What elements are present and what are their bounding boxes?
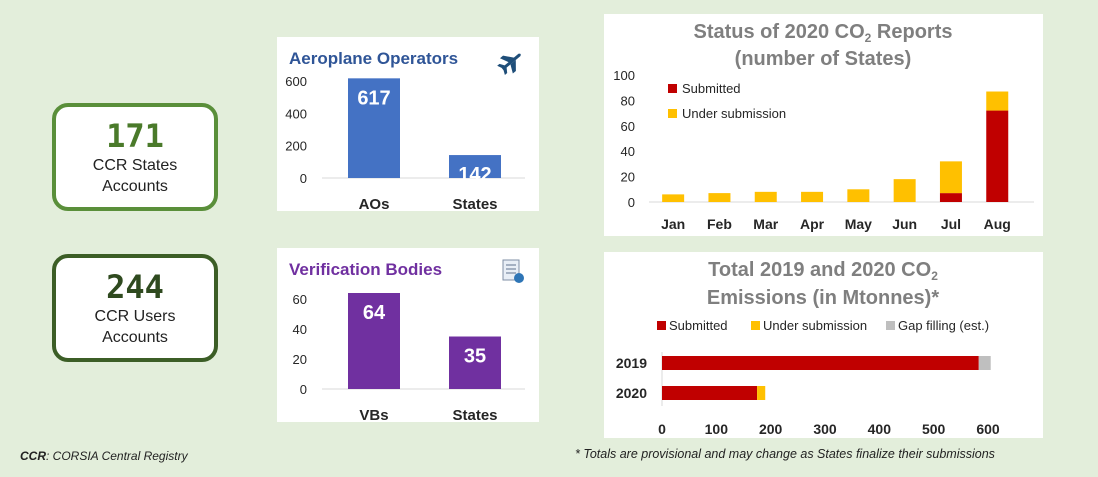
y-tick-label: 100 — [613, 68, 635, 83]
total-emissions-chart: Total 2019 and 2020 CO2 Emissions (in Mto… — [616, 259, 1000, 437]
certificate-icon — [502, 259, 524, 283]
x-tick-label: May — [845, 216, 872, 232]
legend-label: Under submission — [763, 318, 867, 333]
x-tick-label: Jun — [892, 216, 917, 232]
y-tick-label: 0 — [628, 195, 635, 210]
bar-segment — [757, 386, 766, 400]
chart-title: Verification Bodies — [289, 260, 442, 279]
x-tick-label: Aug — [984, 216, 1011, 232]
y-tick-label: 400 — [285, 106, 307, 121]
x-tick-label: States — [452, 196, 497, 211]
legend-label: Under submission — [682, 106, 786, 121]
legend-swatch — [668, 84, 677, 93]
y-tick-label: 0 — [300, 171, 307, 186]
bar-segment — [986, 110, 1009, 202]
bar — [348, 293, 400, 389]
y-tick-label: 80 — [621, 93, 635, 108]
total-emissions-panel: Total 2019 and 2020 CO2 Emissions (in Mto… — [604, 252, 1043, 438]
aeroplane-operators-chart: Aeroplane Operators 0 200 400 600 617 AOs 142 St… — [285, 49, 525, 211]
bar-segment — [801, 191, 824, 202]
aeroplane-operators-panel: Aeroplane Operators 0 200 400 600 617 AOs 142 St… — [277, 37, 539, 211]
chart-title: Total 2019 and 2020 CO2 — [708, 259, 938, 283]
ccr-footnote: CCR: CORSIA Central Registry — [20, 449, 188, 463]
bar-value-label: 617 — [357, 87, 390, 109]
verification-bodies-panel: Verification Bodies 0 20 40 60 64 VBs 35 States — [277, 248, 539, 422]
bar-value-label: 142 — [458, 164, 491, 186]
legend-label: Gap filling (est.) — [898, 318, 989, 333]
chart-title: Aeroplane Operators — [289, 49, 458, 68]
x-tick-label: 600 — [976, 421, 1000, 437]
x-tick-label: 200 — [759, 421, 783, 437]
bar-value-label: 35 — [464, 346, 486, 368]
status-reports-panel: Status of 2020 CO2 Reports (number of Sta… — [604, 14, 1043, 236]
bar — [449, 336, 501, 389]
x-tick-label: 0 — [658, 421, 666, 437]
ccr-definition: : CORSIA Central Registry — [46, 449, 188, 463]
x-tick-label: 300 — [813, 421, 837, 437]
bar-segment — [662, 356, 979, 370]
kpi-card-states-accounts: 171 CCR States Accounts — [52, 103, 218, 211]
x-tick-label: AOs — [359, 196, 390, 211]
verification-bodies-chart: Verification Bodies 0 20 40 60 64 VBs 35 States — [289, 259, 525, 422]
status-reports-chart: Status of 2020 CO2 Reports (number of Sta… — [613, 21, 1034, 232]
y-tick-label: 600 — [285, 74, 307, 89]
kpi-card-users-accounts: 244 CCR Users Accounts — [52, 254, 218, 362]
y-tick-label: 60 — [621, 119, 635, 134]
x-tick-label: States — [452, 407, 497, 422]
airplane-icon — [497, 53, 521, 75]
bar-segment — [662, 194, 685, 202]
kpi-value: 171 — [106, 117, 164, 155]
kpi-label-line1: CCR Users — [94, 308, 176, 325]
x-tick-label: 500 — [922, 421, 946, 437]
y-tick-label: 20 — [621, 170, 635, 185]
kpi-label-line2: Accounts — [102, 329, 168, 346]
x-tick-label: VBs — [359, 407, 388, 422]
bar — [348, 78, 400, 178]
bar-segment — [986, 91, 1009, 111]
bar-segment — [939, 161, 962, 194]
ccr-abbr: CCR — [20, 449, 46, 463]
x-tick-label: 100 — [705, 421, 729, 437]
legend-swatch — [657, 321, 666, 330]
bar-segment — [893, 179, 916, 202]
y-tick-label: 2020 — [616, 385, 647, 401]
x-tick-label: Feb — [707, 216, 732, 232]
bar-segment — [708, 193, 731, 202]
kpi-label-line1: CCR States — [92, 157, 178, 174]
y-tick-label: 40 — [293, 322, 307, 337]
y-tick-label: 200 — [285, 139, 307, 154]
legend-swatch — [886, 321, 895, 330]
provisional-footnote: * Totals are provisional and may change … — [575, 447, 995, 461]
kpi-label-line2: Accounts — [102, 178, 168, 195]
x-tick-label: 400 — [868, 421, 892, 437]
bar-segment — [662, 386, 758, 400]
y-tick-label: 20 — [293, 352, 307, 367]
bar-segment — [754, 191, 777, 202]
chart-title-line2: (number of States) — [735, 48, 912, 70]
legend-swatch — [751, 321, 760, 330]
chart-title: Status of 2020 CO2 Reports — [694, 21, 953, 45]
bar-segment — [978, 356, 991, 370]
x-tick-label: Mar — [753, 216, 778, 232]
bar-value-label: 64 — [363, 302, 386, 324]
y-tick-label: 0 — [300, 382, 307, 397]
x-tick-label: Jan — [661, 216, 685, 232]
legend-swatch — [668, 109, 677, 118]
y-tick-label: 2019 — [616, 355, 647, 371]
legend-label: Submitted — [669, 318, 728, 333]
chart-title-line2: Emissions (in Mtonnes)* — [707, 287, 939, 309]
y-tick-label: 60 — [293, 292, 307, 307]
y-tick-label: 40 — [621, 144, 635, 159]
legend-label: Submitted — [682, 81, 741, 96]
x-tick-label: Jul — [941, 216, 961, 232]
bar-segment — [939, 193, 962, 202]
kpi-value: 244 — [106, 268, 164, 306]
bar — [449, 155, 501, 178]
x-tick-label: Apr — [800, 216, 825, 232]
bar-segment — [847, 189, 870, 202]
